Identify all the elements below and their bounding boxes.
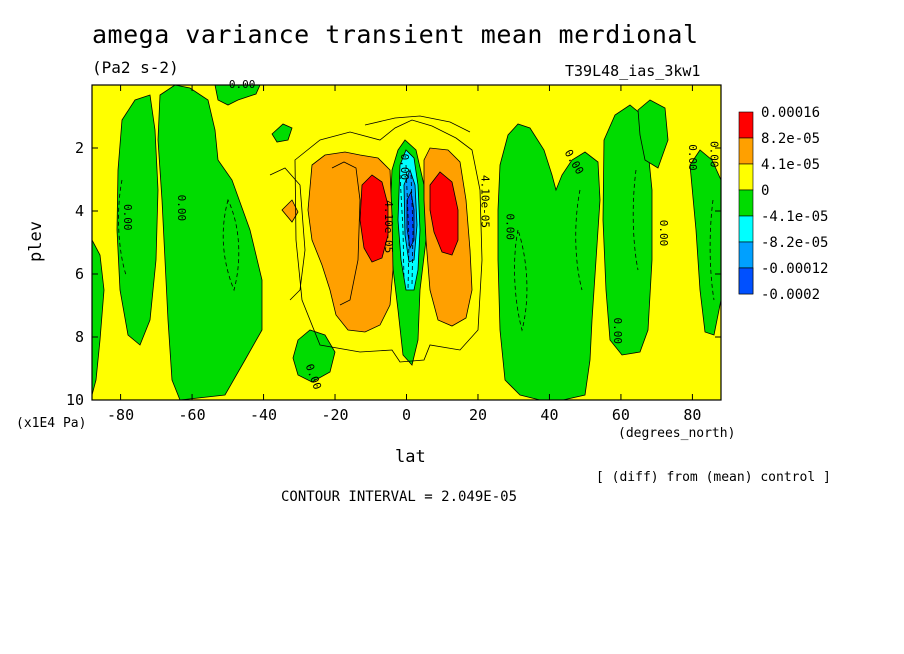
y-tick-label: 10 xyxy=(66,391,84,409)
x-axis-units: (degrees_north) xyxy=(618,426,736,441)
legend-swatch xyxy=(738,189,754,217)
x-tick-label: 40 xyxy=(540,406,558,424)
legend-label: 0.00016 xyxy=(761,105,820,121)
x-tick-label: -20 xyxy=(321,406,348,424)
x-tick-label: -80 xyxy=(107,406,134,424)
contour-label: 4.10e-05 xyxy=(382,200,395,253)
dashed-contour-7 xyxy=(405,164,410,291)
y-tick-label: 6 xyxy=(75,265,84,283)
contour-label: 0.00 xyxy=(121,204,134,231)
fill-orange-patch xyxy=(281,199,299,223)
fill-red-south xyxy=(359,174,389,263)
legend-label: 8.2e-05 xyxy=(761,131,820,147)
contour-label: 0.00 xyxy=(175,195,188,222)
contour-label: 0.00 xyxy=(686,144,699,171)
color-legend: 0.00016 8.2e-05 4.1e-05 0 -4.1e-05 -8.2e-05 -0… xyxy=(738,105,828,303)
fill-red-north xyxy=(429,171,459,256)
x-axis-ticks: -80 -60 -40 -20 0 20 40 60 80 xyxy=(107,85,701,424)
y-axis-units: (x1E4 Pa) xyxy=(16,416,87,431)
diff-note: [ (diff) from (mean) control ] xyxy=(596,470,831,485)
contour-label: 0.00 xyxy=(707,141,720,168)
x-tick-label: -60 xyxy=(179,406,206,424)
x-tick-label: 60 xyxy=(612,406,630,424)
legend-swatch xyxy=(738,137,754,165)
fill-green-north-2 xyxy=(602,104,653,356)
contour-line-4 xyxy=(331,161,361,306)
dashed-contour-4 xyxy=(575,189,583,291)
legend-label: 0 xyxy=(761,183,769,199)
x-tick-label: 80 xyxy=(683,406,701,424)
fill-green-south-1 xyxy=(116,94,159,346)
fill-green-north-4 xyxy=(689,149,721,336)
fill-green-north-3 xyxy=(637,99,669,169)
contour-fills xyxy=(92,85,721,400)
contour-line-2 xyxy=(364,115,471,133)
legend-label: 4.1e-05 xyxy=(761,157,820,173)
legend-swatch xyxy=(738,241,754,269)
dashed-contour-2 xyxy=(222,198,240,292)
chart-title: amega variance transient mean merdional xyxy=(92,20,699,49)
dashed-contours xyxy=(118,164,715,332)
legend-label: -0.00012 xyxy=(761,261,828,277)
x-tick-label: -40 xyxy=(250,406,277,424)
contour-interval: CONTOUR INTERVAL = 2.049E-05 xyxy=(281,489,518,505)
contour-label: 0.00 xyxy=(398,154,411,181)
y-tick-label: 8 xyxy=(75,328,84,346)
dashed-contour-8 xyxy=(709,199,715,301)
fill-green-north-1 xyxy=(497,123,601,400)
legend-swatch xyxy=(738,163,754,191)
chart-units: (Pa2 s-2) xyxy=(92,58,179,77)
legend-swatch xyxy=(738,215,754,243)
contour-label: 0.00 xyxy=(504,214,517,241)
y-axis-label: plev xyxy=(26,221,46,262)
contour-line-3 xyxy=(269,167,306,301)
legend-label: -4.1e-05 xyxy=(761,209,828,225)
fill-green-patch-1 xyxy=(271,123,293,143)
y-axis-ticks: 2 4 6 8 10 xyxy=(66,139,721,409)
dashed-contour-6 xyxy=(410,174,414,286)
fill-green-far-south xyxy=(92,239,105,396)
x-tick-label: 20 xyxy=(469,406,487,424)
contour-label: 0.00 xyxy=(657,220,670,247)
contour-line-1 xyxy=(294,119,483,363)
x-tick-label: 0 xyxy=(402,406,411,424)
y-tick-label: 2 xyxy=(75,139,84,157)
legend-label: -8.2e-05 xyxy=(761,235,828,251)
y-tick-label: 4 xyxy=(75,202,84,220)
fill-green-top-strip xyxy=(214,85,261,106)
contour-label: 0.00 xyxy=(611,317,624,344)
fill-green-south-2 xyxy=(157,85,263,400)
contour-lines xyxy=(269,115,483,363)
dashed-contour-1 xyxy=(118,179,127,276)
legend-swatch xyxy=(738,111,754,139)
run-name: T39L48_ias_3kw1 xyxy=(565,62,701,80)
dashed-contour-3 xyxy=(514,228,528,332)
x-axis-label: lat xyxy=(395,447,426,467)
contour-labels: 0.00 0.00 0.00 0.00 4.10e-05 0.00 4.10e-05 0.00… xyxy=(121,78,720,391)
dashed-contour-9 xyxy=(632,169,639,271)
legend-swatch-bottom xyxy=(738,267,754,295)
legend-label: -0.0002 xyxy=(761,287,820,303)
contour-label: 4.10e-05 xyxy=(479,175,492,228)
